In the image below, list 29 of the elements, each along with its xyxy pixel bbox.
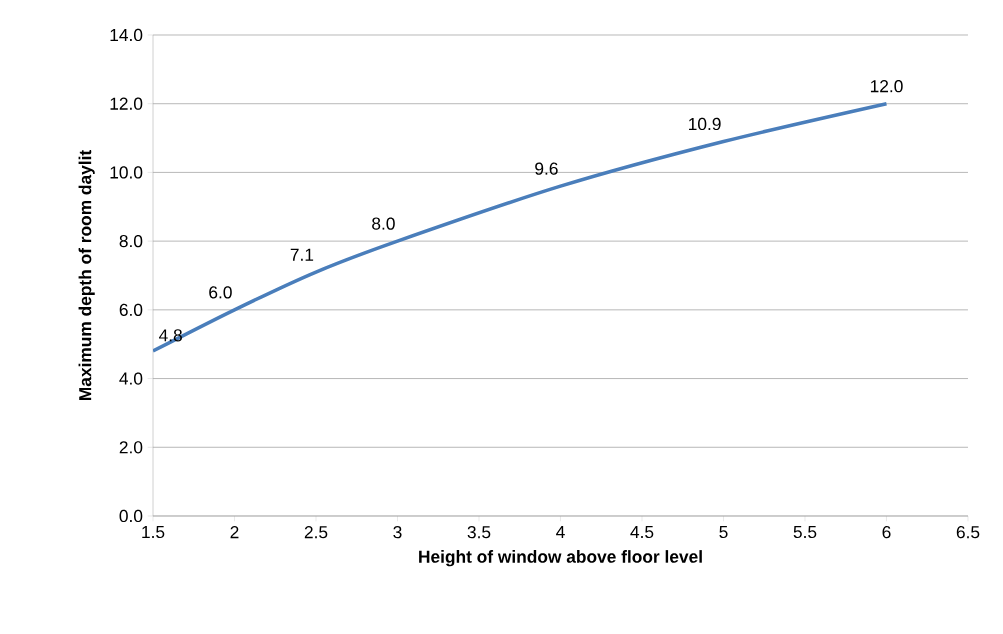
x-tick-label: 2 [230,526,239,539]
data-label: 7.1 [290,248,314,261]
data-label: 12.0 [870,80,903,93]
data-label: 9.6 [535,162,558,175]
x-tick-label: 6 [882,526,891,539]
data-label: 8.0 [372,217,395,230]
x-tick-label: 3.5 [467,526,491,539]
x-tick-label: 1.5 [142,526,165,539]
x-tick-label: 5.5 [793,526,817,539]
y-tick-label: 0.0 [119,509,143,523]
x-tick-label: 5 [719,526,728,539]
y-tick-label: 4.0 [119,372,143,385]
y-tick-label: 2.0 [119,441,143,454]
y-tick-label: 10.0 [110,166,143,179]
x-tick-label: 2.5 [304,526,328,539]
y-tick-label: 14.0 [110,28,143,42]
x-tick-label: 4 [556,526,565,538]
y-tick-label: 6.0 [119,303,143,316]
y-tick-label: 12.0 [110,97,143,110]
data-label: 4.8 [159,329,182,342]
x-axis-title: Height of window above floor level [419,550,702,567]
line-series [153,101,889,353]
y-tick-label: 8.0 [119,234,143,248]
x-tick-label: 6.5 [956,526,980,539]
y-axis-title: Maximum depth of room daylit [78,150,95,401]
x-tick-label: 3 [393,526,402,539]
data-label: 6.0 [209,286,232,299]
data-label: 10.9 [689,117,721,131]
x-tick-label: 4.5 [630,526,654,539]
